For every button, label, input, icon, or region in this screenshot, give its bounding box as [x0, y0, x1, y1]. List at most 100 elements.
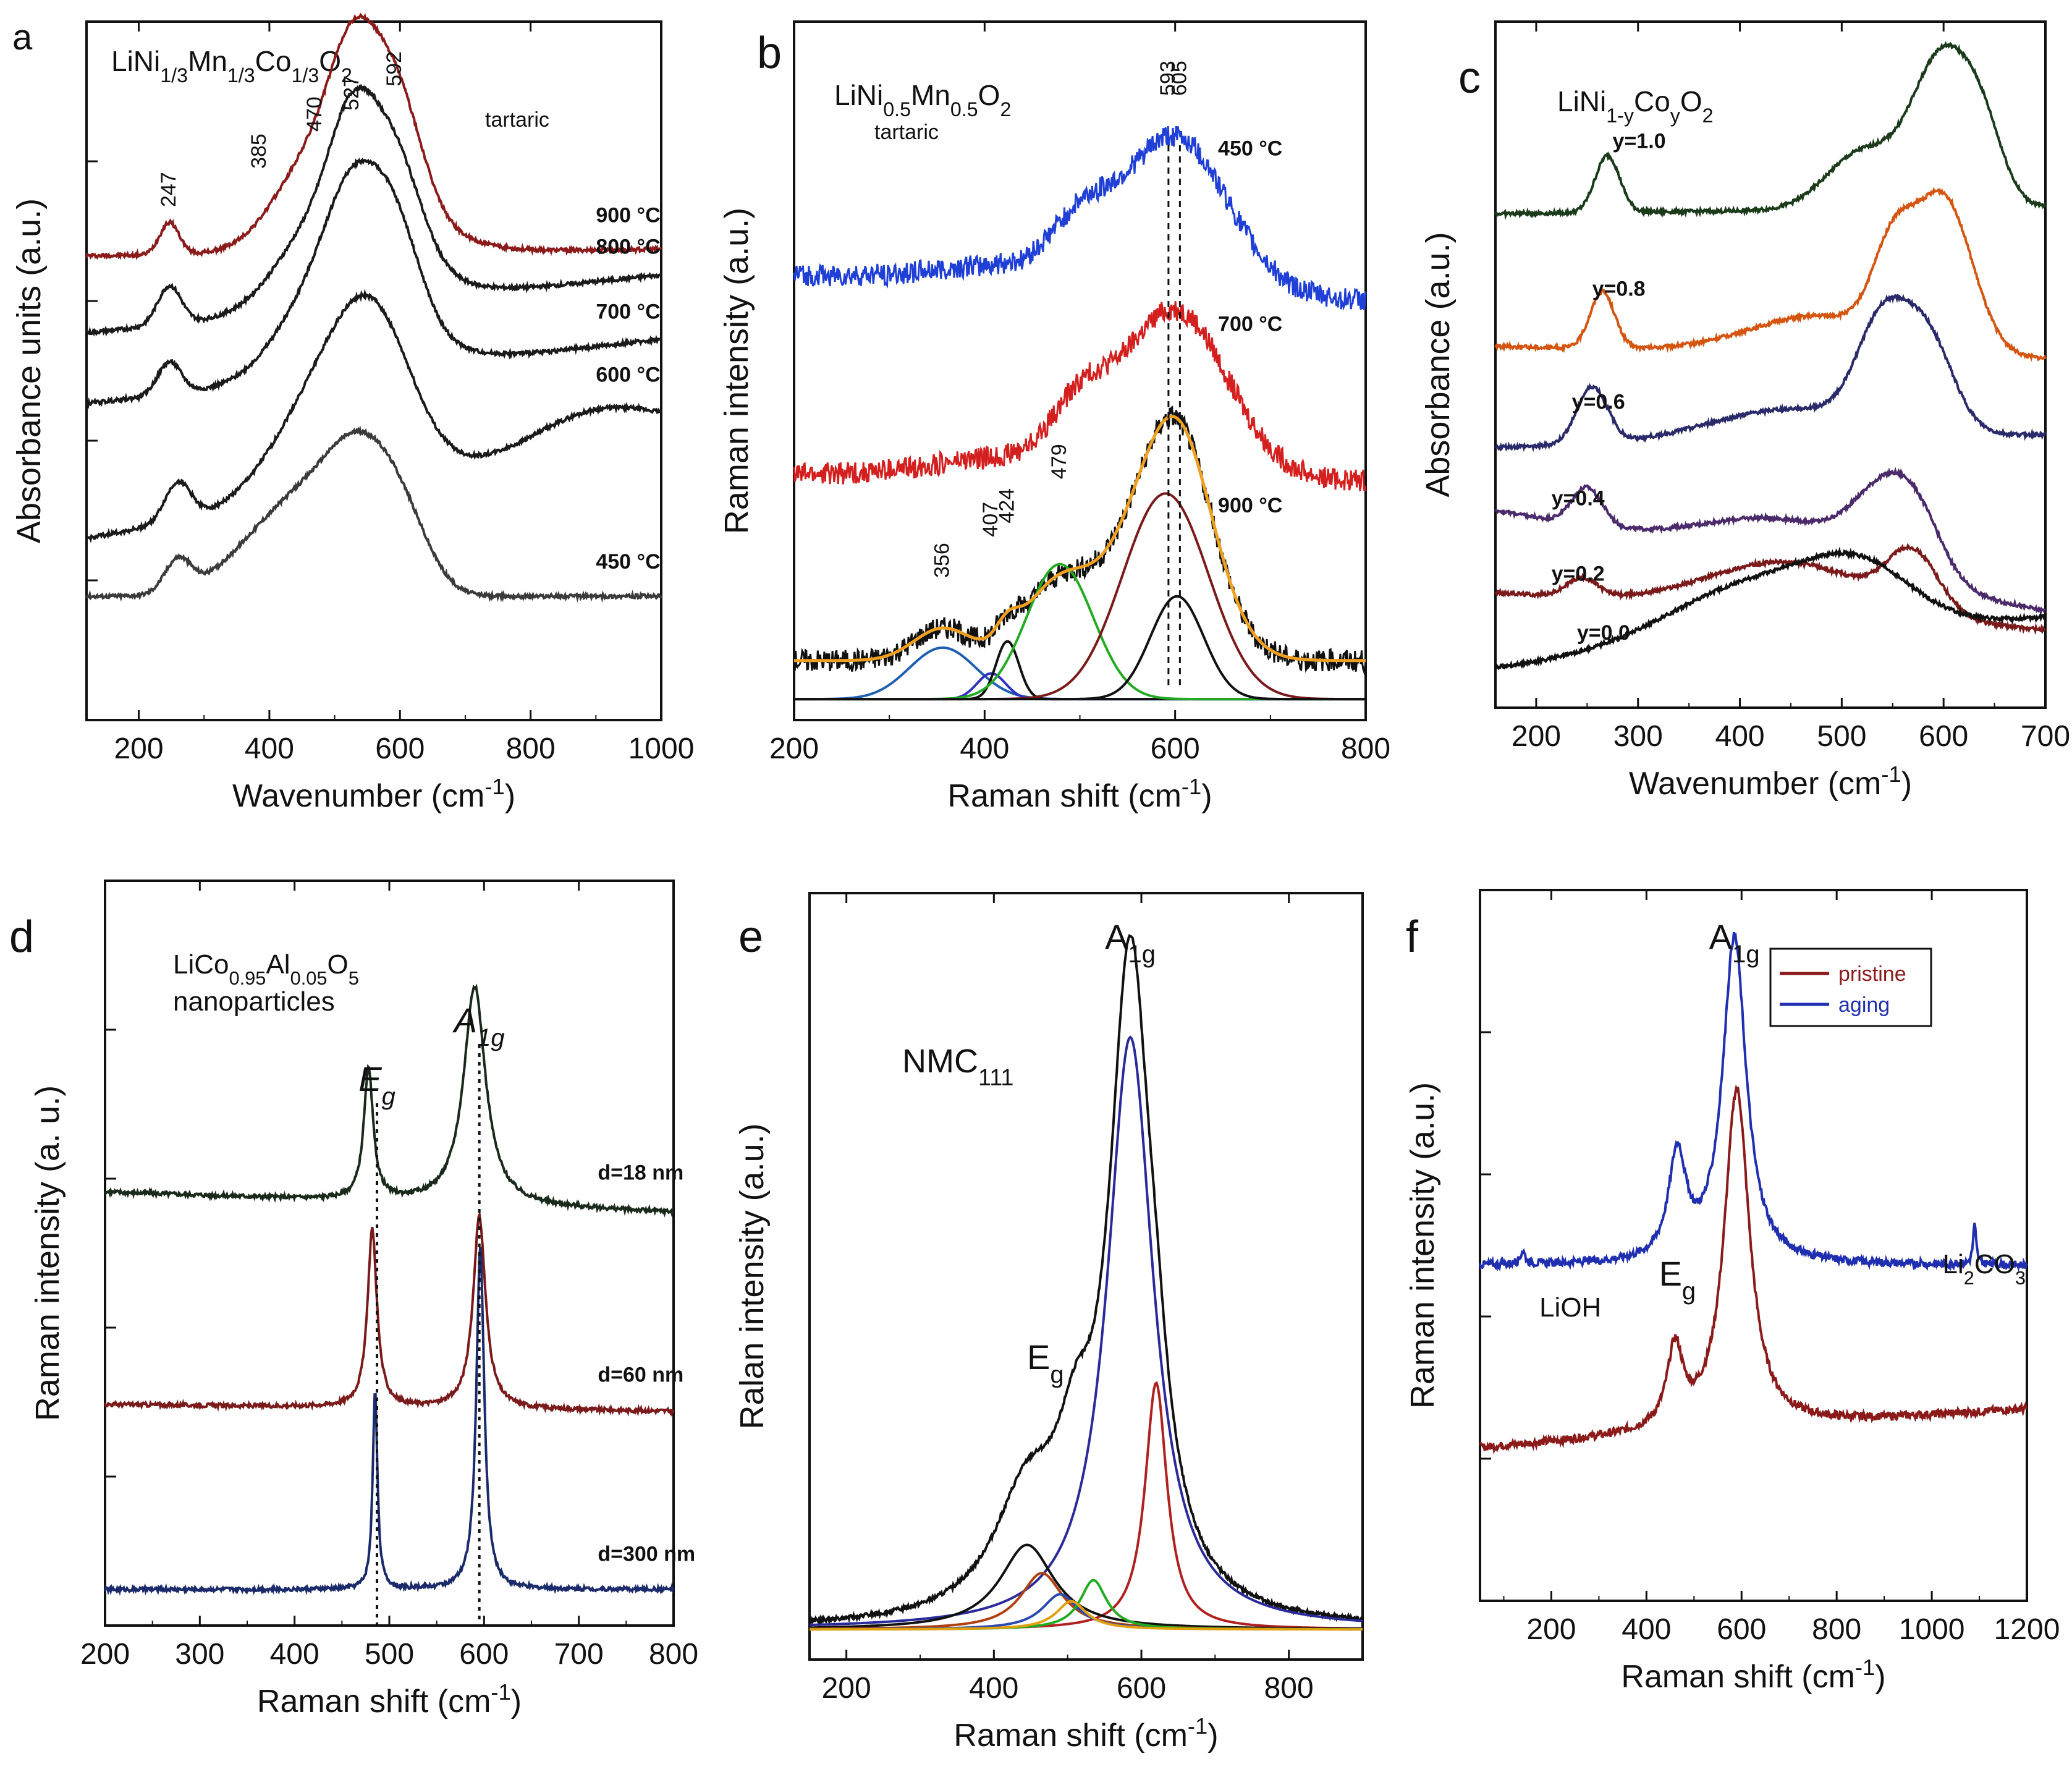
text-part: -1 [1855, 1655, 1875, 1680]
text-part: Raman shift (cm [954, 1718, 1188, 1753]
peak-label: A1g [1709, 917, 1760, 968]
x-tick-label: 400 [1715, 720, 1765, 753]
text-part: 3 [2015, 1267, 2026, 1289]
x-tick-label: 200 [80, 1638, 130, 1671]
panel-e: e 200 400 600 800 Raman shift (cm-1) Ralan int… [734, 892, 1364, 1754]
peak-label-sub: 1g [1732, 941, 1760, 968]
x-tick-label: 800 [1812, 1613, 1861, 1646]
peak-label-main: A [1709, 917, 1733, 956]
x-axis-label: Raman shift (cm-1) [1621, 1655, 1885, 1695]
panel-title: LiCo0.95Al0.05O5 [173, 949, 359, 989]
text-part: 1/3 [160, 64, 188, 87]
series-line-2 [793, 405, 1367, 676]
text-part: Raman shift (cm [1621, 1659, 1855, 1695]
peak-label-sub: 1g [477, 1024, 505, 1051]
panel-letter: e [738, 912, 763, 962]
peak-annotation: 479 [1047, 444, 1071, 479]
text-part: LiNi [834, 79, 883, 111]
x-tick-label: 1200 [1994, 1613, 2060, 1646]
text-part: 0.5 [883, 98, 911, 121]
series-label: 600 °C [596, 363, 660, 387]
x-tick-label: 400 [960, 732, 1009, 765]
text-part: 1/3 [227, 64, 255, 87]
fit-component-4 [794, 492, 1366, 701]
peak-annotation: 593 [1156, 61, 1180, 96]
x-tick-label: 200 [1526, 1613, 1576, 1646]
panel-letter: b [757, 28, 782, 78]
text-part: 1-y [1606, 104, 1634, 127]
peak-annotation: 605 [1167, 61, 1191, 96]
series-line-1 [104, 1210, 675, 1417]
x-tick-label: 600 [375, 732, 425, 765]
series-label: 700 °C [1218, 313, 1282, 336]
peak-label-main: E [358, 1059, 382, 1098]
series-line-2 [86, 157, 662, 410]
text-part: Co [255, 45, 292, 77]
text-part: -1 [484, 774, 504, 799]
fit-component-6 [810, 1600, 1363, 1631]
x-axis-label: Raman shift (cm-1) [954, 1713, 1218, 1754]
x-tick-label: 300 [175, 1638, 224, 1671]
fit-component-0 [810, 1035, 1363, 1627]
x-axis-label: Raman shift (cm-1) [947, 774, 1212, 815]
text-part: 0.05 [290, 967, 328, 989]
x-tick-label: 400 [245, 732, 294, 765]
panel-d: d 200 300 400 500 600 700 800 Raman shift (cm-1)… [9, 880, 698, 1720]
text-part: ) [505, 778, 515, 814]
text-part: LiNi [1557, 85, 1606, 117]
text-part: Raman shift (cm [257, 1684, 491, 1719]
text-part: ) [1875, 1659, 1885, 1695]
peak-annotation: 592 [383, 51, 406, 87]
x-tick-label: 600 [459, 1638, 509, 1671]
panel-c: c 200 300 400 500 600 700 Wavenumber (cm-1) Abso… [1419, 20, 2070, 802]
x-axis-label: Wavenumber (cm-1) [1629, 761, 1912, 802]
x-tick-label: 700 [554, 1638, 604, 1671]
text-part: 2 [1964, 1267, 1974, 1289]
fit-component-3 [794, 562, 1366, 701]
panel-letter: a [12, 17, 33, 57]
series-line-1 [1479, 1084, 2028, 1455]
text-part: 0.5 [950, 98, 978, 121]
text-part: ) [1207, 1718, 1218, 1753]
text-part: O [1680, 85, 1702, 117]
series-label: d=18 nm [598, 1161, 683, 1184]
series-label: 800 °C [596, 235, 660, 259]
series-line-0 [104, 983, 675, 1218]
legend-box [1769, 948, 1932, 1027]
peak-label-sub: g [1682, 1278, 1696, 1305]
peak-label-sub: g [382, 1083, 395, 1110]
x-tick-label: 600 [1717, 1613, 1766, 1646]
text-part: 0.95 [229, 967, 266, 989]
series-line-3 [1494, 467, 2047, 617]
x-axis-label: Raman shift (cm-1) [257, 1679, 522, 1720]
series-line-0 [808, 934, 1364, 1627]
series-line-4 [1494, 543, 2046, 635]
peak-label-main: A [452, 1001, 477, 1040]
y-axis-label: Absorbance units (a.u.) [11, 198, 48, 543]
text-part: LiNi [111, 45, 160, 77]
series-line-1 [85, 84, 661, 337]
text-part: Wavenumber (cm [1629, 766, 1881, 802]
panel-title: LiNi0.5Mn0.5O2 [834, 79, 1011, 121]
fit-component-1 [810, 1381, 1363, 1630]
text-part: -1 [1881, 761, 1901, 787]
series-label: y=0.0 [1577, 621, 1630, 645]
x-tick-label: 200 [769, 732, 819, 765]
series-line-5 [1495, 546, 2047, 671]
panel-letter: c [1458, 53, 1481, 103]
series-line-0 [1494, 41, 2047, 221]
x-tick-label: 600 [1151, 732, 1200, 765]
peak-annotation: 407 [979, 502, 1002, 537]
series-label: y=0.8 [1592, 278, 1646, 301]
x-tick-label: 800 [1341, 732, 1390, 765]
panel-title: NMC111 [902, 1043, 1013, 1091]
text-part: -1 [1182, 774, 1201, 799]
text-part: O [328, 949, 349, 980]
series-line-0 [85, 12, 662, 261]
panel-b: b 200 400 600 800 Raman shift (cm-1) Raman int… [718, 20, 1390, 815]
x-tick-label: 500 [1817, 720, 1866, 753]
text-part: Al [266, 949, 290, 980]
text-part: 1/3 [291, 64, 319, 87]
text-part: CO [1974, 1249, 2015, 1279]
y-axis-label: Raman intensity (a.u.) [718, 208, 755, 534]
